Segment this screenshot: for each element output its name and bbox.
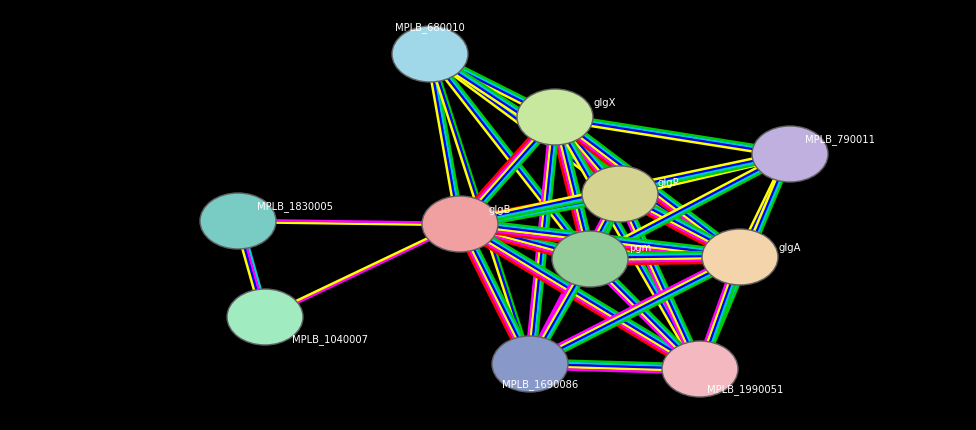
Text: glgX: glgX	[593, 98, 616, 108]
Ellipse shape	[702, 230, 778, 286]
Ellipse shape	[517, 90, 593, 146]
Ellipse shape	[227, 289, 303, 345]
Ellipse shape	[662, 341, 738, 397]
Ellipse shape	[392, 27, 468, 83]
Text: MPLB_680010: MPLB_680010	[395, 22, 465, 34]
Ellipse shape	[200, 194, 276, 249]
Text: MPLB_1990051: MPLB_1990051	[707, 384, 783, 395]
Text: pgm: pgm	[629, 243, 651, 252]
Text: MPLB_1690086: MPLB_1690086	[502, 379, 578, 390]
Ellipse shape	[752, 127, 828, 183]
Text: MPLB_1040007: MPLB_1040007	[292, 334, 368, 345]
Text: glgA: glgA	[779, 243, 801, 252]
Text: glgB: glgB	[489, 205, 511, 215]
Text: MPLB_790011: MPLB_790011	[805, 134, 875, 145]
Ellipse shape	[552, 231, 628, 287]
Ellipse shape	[582, 166, 658, 222]
Text: glgP: glgP	[657, 178, 679, 187]
Ellipse shape	[492, 336, 568, 392]
Text: MPLB_1830005: MPLB_1830005	[257, 201, 333, 212]
Ellipse shape	[422, 197, 498, 252]
